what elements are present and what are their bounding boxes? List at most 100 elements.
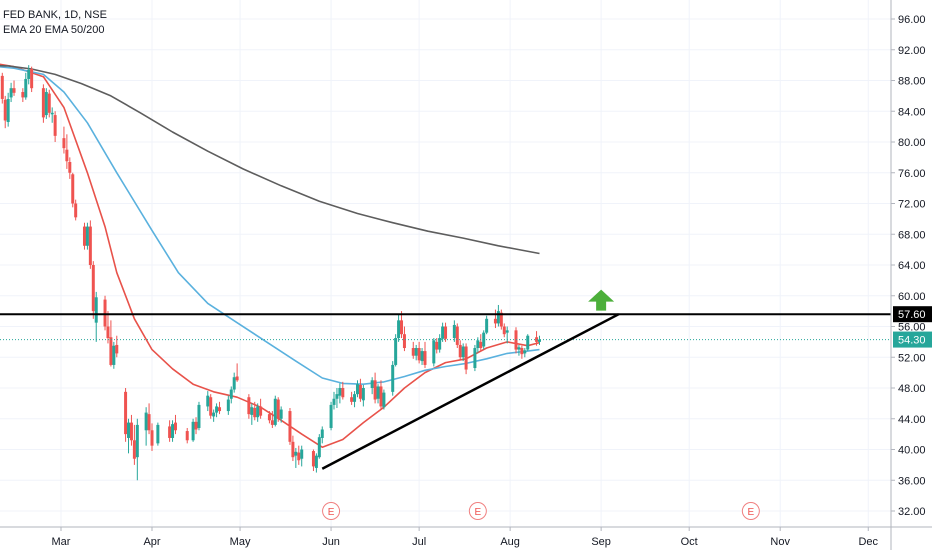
x-tick-label: Mar — [52, 536, 71, 548]
candle — [194, 417, 198, 435]
candle-body — [247, 397, 251, 415]
earnings-circle — [322, 502, 341, 520]
candle — [493, 309, 497, 329]
candle-body — [317, 437, 321, 458]
candle-body — [109, 337, 113, 365]
price-label: 57.60 — [898, 309, 926, 321]
candle — [273, 395, 277, 427]
candle — [191, 418, 195, 442]
candle-body — [150, 430, 154, 446]
candle — [417, 341, 421, 364]
candle-body — [335, 394, 339, 399]
candle-body — [24, 78, 28, 98]
candle-body — [127, 422, 131, 438]
grid — [0, 0, 891, 527]
candle-body — [132, 440, 136, 459]
price-label-bg — [893, 306, 932, 323]
candle-body — [226, 399, 230, 412]
candle — [505, 326, 509, 344]
ema20-line — [0, 63, 540, 448]
x-tick-label: May — [230, 536, 251, 548]
candle-body — [517, 347, 521, 350]
candle-body — [461, 346, 465, 358]
up-arrow-icon — [588, 289, 615, 311]
candle — [27, 65, 31, 85]
ema-lines — [0, 63, 540, 448]
candle — [291, 435, 295, 462]
candle — [314, 453, 318, 473]
candle-body — [485, 318, 489, 333]
candle-body — [493, 318, 497, 324]
candle — [341, 381, 345, 400]
candle — [311, 449, 315, 472]
candle-body — [12, 88, 16, 93]
candle-body — [267, 414, 271, 421]
x-tick-label: Aug — [500, 536, 520, 548]
candle — [229, 386, 233, 404]
candle — [485, 315, 489, 335]
candle-body — [397, 320, 401, 339]
candle-body — [68, 161, 72, 173]
candle-body — [444, 326, 448, 339]
candle — [6, 92, 10, 127]
candle-body — [156, 424, 160, 444]
candle-body — [311, 451, 315, 467]
candle-body — [191, 421, 195, 441]
candle-body — [358, 384, 362, 399]
candle-body — [300, 449, 304, 459]
candle-body — [53, 115, 57, 136]
candle-body — [171, 424, 175, 438]
candle — [444, 322, 448, 342]
candle-body — [209, 397, 213, 416]
candle — [150, 423, 154, 452]
candle-body — [537, 339, 541, 342]
candle — [212, 409, 216, 422]
candle — [115, 335, 119, 358]
y-tick-label: 36.00 — [898, 475, 926, 487]
candle-body — [535, 337, 539, 342]
candle — [30, 66, 34, 93]
candle — [461, 343, 465, 362]
candle-body — [476, 340, 480, 349]
candle — [147, 403, 151, 435]
candle — [373, 372, 377, 404]
candle — [171, 420, 175, 442]
candle — [132, 424, 136, 465]
candle-body — [411, 348, 415, 356]
candle-body — [373, 380, 377, 400]
earnings-marker: E — [468, 502, 487, 520]
candle-body — [253, 407, 257, 418]
candle — [256, 403, 260, 422]
candle — [144, 407, 148, 446]
earnings-label: E — [475, 507, 482, 518]
candle — [479, 334, 483, 352]
candle — [432, 338, 436, 367]
candle — [127, 418, 131, 454]
candle — [112, 341, 116, 369]
candle-body — [273, 398, 277, 425]
candle — [68, 157, 72, 179]
candle-body — [329, 404, 333, 428]
candle — [235, 363, 239, 382]
candle — [62, 126, 66, 154]
y-tick-label: 88.00 — [898, 76, 926, 88]
candle-body — [44, 92, 48, 116]
candle-body — [520, 348, 524, 355]
y-tick-label: 72.00 — [898, 199, 926, 211]
price-label: 54.30 — [898, 335, 926, 347]
price-label-bg — [893, 331, 932, 348]
candle — [455, 323, 459, 349]
candle — [71, 172, 75, 208]
candle-body — [197, 404, 201, 428]
candle-body — [94, 297, 98, 323]
x-tick-label: Oct — [681, 536, 698, 548]
candle — [397, 314, 401, 342]
candle-body — [297, 452, 301, 461]
candle — [297, 445, 301, 465]
candle-body — [376, 386, 380, 399]
candle — [247, 394, 251, 419]
candle-body — [350, 397, 354, 402]
